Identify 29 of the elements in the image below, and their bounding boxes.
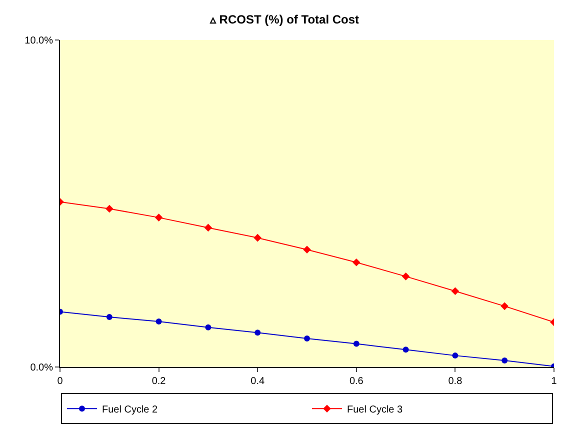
point	[304, 336, 310, 342]
point	[303, 246, 311, 254]
x-tick-label: 0.6	[349, 376, 364, 387]
legend-label: Fuel Cycle 3	[347, 404, 404, 416]
point	[106, 314, 112, 320]
legend-label: Fuel Cycle 2	[102, 404, 158, 416]
x-tick-label: 0.2	[152, 376, 166, 387]
x-tick-label: 0.8	[448, 376, 463, 387]
point	[254, 234, 262, 242]
point	[353, 340, 360, 347]
point	[352, 258, 360, 266]
point	[500, 302, 508, 310]
point	[204, 224, 212, 232]
point	[502, 357, 508, 364]
point	[402, 346, 409, 353]
point	[451, 287, 460, 296]
point	[205, 324, 212, 330]
point	[452, 352, 458, 359]
x-tick-label: 0	[57, 376, 64, 387]
chart-title: ▵ RCOST (%) of Total Cost	[208, 12, 360, 27]
point	[106, 204, 114, 213]
point	[254, 330, 261, 336]
x-tick-label: 1	[551, 376, 558, 387]
x-tick-label: 0.4	[250, 376, 265, 387]
point	[154, 214, 163, 222]
y-tick-label: 10.0%	[24, 36, 54, 46]
point	[402, 272, 410, 280]
y-tick-label: 0.0%	[30, 362, 54, 374]
point	[156, 318, 162, 325]
